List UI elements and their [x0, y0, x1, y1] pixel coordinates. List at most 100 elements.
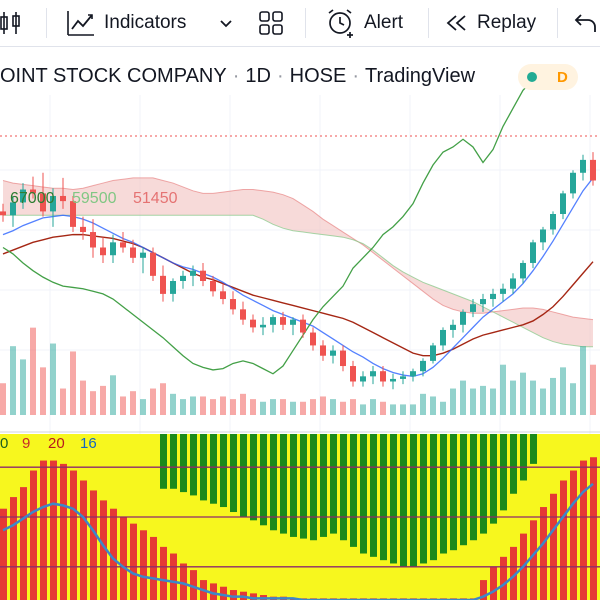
volume-bar — [510, 380, 516, 415]
osc-green-bar — [340, 434, 347, 541]
osc-legend-c: 20 — [48, 435, 65, 452]
candles-icon — [0, 10, 22, 36]
rewind-icon — [445, 13, 469, 33]
senkou-span-b — [3, 214, 593, 348]
data-type-letter: D — [557, 68, 568, 86]
volume-bar — [560, 367, 566, 415]
volume-bar — [520, 372, 526, 415]
candle-body — [160, 275, 166, 294]
candle-body — [350, 366, 356, 382]
osc-green-bar — [210, 434, 217, 504]
source-label: TradingView — [364, 64, 476, 87]
osc-red-bar — [110, 508, 117, 600]
candle-body — [320, 345, 326, 356]
volume-bar — [440, 401, 446, 415]
osc-green-bar — [320, 434, 327, 537]
cloud-fill — [3, 177, 593, 347]
candle-body — [140, 252, 146, 258]
volume-bar — [120, 396, 126, 415]
osc-green-bar — [390, 434, 397, 564]
candle-body — [450, 324, 456, 330]
osc-green-bar — [530, 434, 537, 464]
osc-green-bar — [460, 434, 467, 546]
osc-red-bar — [20, 487, 27, 600]
candle-body — [490, 293, 496, 300]
undo-icon — [574, 12, 598, 34]
candle-body — [100, 247, 106, 256]
title-separator: · — [232, 64, 240, 87]
market-status-badge[interactable]: D — [518, 64, 578, 90]
osc-red-bar — [170, 553, 177, 600]
volume-bar — [140, 399, 146, 415]
osc-red-bar — [30, 470, 37, 600]
volume-bar — [230, 399, 236, 415]
kijun-line — [2, 233, 594, 357]
volume-bar — [490, 388, 496, 415]
candle-body — [290, 319, 296, 325]
osc-green-bar — [260, 434, 267, 526]
symbol-title: OINT STOCK COMPANY · 1D · HOSE · Trading… — [0, 58, 475, 94]
volume-bar — [340, 401, 346, 415]
interval-label: 1D — [245, 64, 271, 87]
indicators-label: Indicators — [104, 12, 187, 33]
legend-value-3: 51450 — [133, 190, 178, 207]
market-open-dot-icon — [527, 72, 537, 82]
company-name: OINT STOCK COMPANY — [0, 64, 227, 87]
osc-green-bar — [420, 434, 427, 564]
volume-bar — [370, 399, 376, 415]
layout-button[interactable] — [258, 0, 284, 46]
osc-red-bar — [40, 460, 47, 600]
candle-body — [200, 270, 206, 281]
volume-bar — [430, 396, 436, 415]
osc-red-bar — [80, 480, 87, 600]
osc-green-bar — [510, 434, 517, 494]
candle-body — [280, 317, 286, 325]
osc-green-bar — [520, 434, 527, 481]
title-separator: · — [276, 64, 284, 87]
osc-green-bar — [480, 434, 487, 534]
candle-body — [250, 319, 256, 328]
candle-body — [30, 189, 36, 194]
volume-bar — [530, 380, 536, 415]
chart-type-button[interactable] — [0, 0, 22, 46]
osc-red-bar — [530, 520, 537, 600]
candle-body — [80, 226, 86, 233]
volume-bar — [60, 388, 66, 415]
osc-green-bar — [430, 434, 437, 561]
volume-bar — [250, 399, 256, 415]
osc-green-bar — [230, 434, 237, 513]
volume-bar — [300, 401, 306, 415]
volume-bar — [270, 399, 276, 415]
undo-button[interactable] — [574, 0, 598, 46]
indicators-dropdown[interactable] — [218, 0, 234, 46]
osc-green-bar — [440, 434, 447, 554]
candle-body — [300, 319, 306, 333]
candle-body — [500, 288, 506, 294]
candle-body — [390, 378, 396, 382]
candle-body — [340, 350, 346, 367]
candlesticks — [0, 152, 596, 390]
volume-bar — [70, 351, 76, 415]
legend-value-1: 67000 — [10, 190, 55, 207]
osc-red-bar — [100, 500, 107, 600]
volume-bar — [460, 380, 466, 415]
osc-green-bar — [330, 434, 337, 534]
volume-bar — [570, 383, 576, 415]
candle-body — [550, 214, 556, 230]
top-toolbar: Indicators Alert Replay — [0, 0, 600, 47]
osc-red-bar — [570, 470, 577, 600]
osc-green-bar — [350, 434, 357, 547]
volume-bar — [590, 364, 596, 415]
osc-green-bar — [180, 434, 187, 493]
osc-red-bar — [90, 490, 97, 600]
indicators-button[interactable]: Indicators — [66, 0, 186, 46]
toolbar-separator — [46, 8, 47, 38]
candle-body — [310, 332, 316, 346]
volume-bar — [580, 346, 586, 415]
candle-body — [380, 371, 386, 382]
osc-red-bar — [0, 508, 7, 600]
alert-button[interactable]: Alert — [326, 0, 403, 46]
replay-button[interactable]: Replay — [445, 0, 536, 46]
volume-bar — [180, 399, 186, 415]
